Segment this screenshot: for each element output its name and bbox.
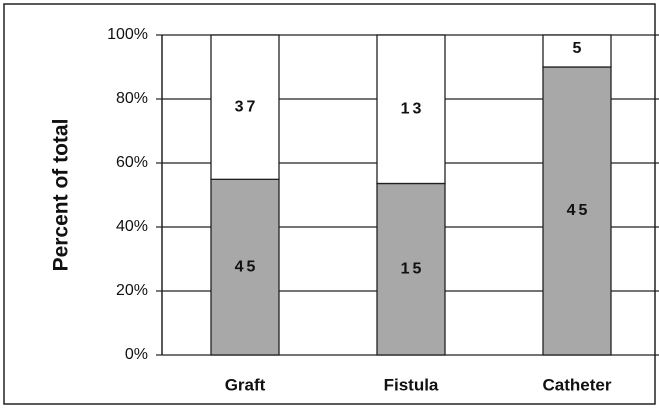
bar-segment (210, 34, 280, 180)
bar-segment (542, 34, 612, 68)
bar-segment (376, 182, 446, 356)
x-tick-label: Fistula (384, 375, 439, 394)
count-label: 45 (567, 202, 591, 219)
y-tick-label: 60% (116, 154, 148, 171)
frame (3, 3, 656, 405)
bar-segment (376, 34, 446, 185)
bar-segment (542, 66, 612, 356)
y-tick-label: 80% (116, 90, 148, 107)
count-label: 45 (235, 258, 259, 275)
x-tick-label: Graft (225, 375, 266, 394)
count-label: 37 (235, 98, 259, 115)
x-tick-label: Catheter (543, 375, 612, 394)
count-label: 15 (401, 260, 425, 277)
y-tick-label: 100% (107, 26, 148, 43)
y-axis-label: Percent of total (50, 119, 73, 272)
y-tick-label: 40% (116, 218, 148, 235)
y-tick-label: 0% (125, 346, 148, 363)
y-tick-label: 20% (116, 282, 148, 299)
count-label: 13 (401, 100, 425, 117)
count-label: 5 (573, 40, 585, 57)
bar-segment (210, 178, 280, 356)
